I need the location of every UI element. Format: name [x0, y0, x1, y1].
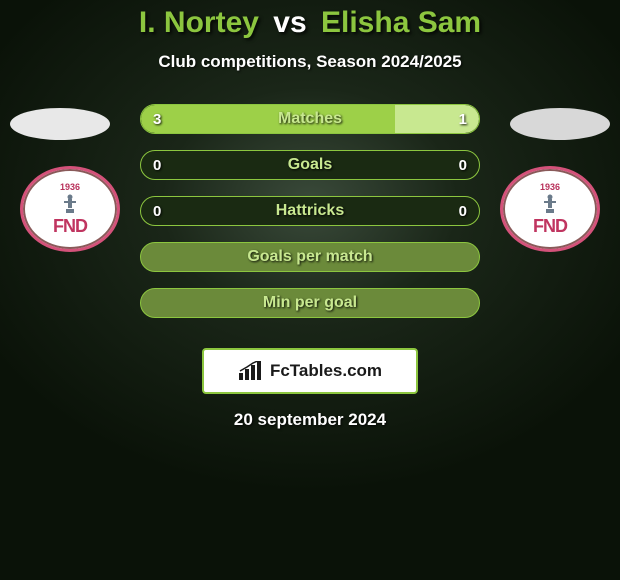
- statue-icon: [541, 193, 559, 215]
- stat-bar-row: 00Hattricks: [140, 196, 480, 226]
- stat-label: Matches: [141, 110, 479, 128]
- stat-label: Goals: [141, 156, 479, 174]
- badge-text: FND: [533, 216, 567, 237]
- comparison-title: I. Nortey vs Elisha Sam: [0, 0, 620, 40]
- stat-bar-row: 00Goals: [140, 150, 480, 180]
- player-1-club-badge: 1936 FND: [20, 166, 120, 252]
- bar-chart-icon: [238, 361, 264, 381]
- subtitle: Club competitions, Season 2024/2025: [0, 52, 620, 72]
- date-text: 20 september 2024: [0, 410, 620, 430]
- stat-bar-row: Goals per match: [140, 242, 480, 272]
- stat-bar-row: 31Matches: [140, 104, 480, 134]
- vs-text: vs: [273, 6, 306, 39]
- stat-bars: 31Matches 00Goals 00Hattricks Goals per mat…: [140, 104, 480, 334]
- badge-text: FND: [53, 216, 87, 237]
- statue-icon: [61, 193, 79, 215]
- player-2-placeholder-oval: [510, 108, 610, 140]
- stat-label: Min per goal: [141, 294, 479, 312]
- stat-label: Goals per match: [141, 248, 479, 266]
- compare-area: 1936 FND 1936 FND: [0, 104, 620, 344]
- player-1-placeholder-oval: [10, 108, 110, 140]
- stat-bar-row: Min per goal: [140, 288, 480, 318]
- stat-label: Hattricks: [141, 202, 479, 220]
- badge-year: 1936: [60, 182, 80, 192]
- badge-year: 1936: [540, 182, 560, 192]
- fctables-logo-box: FcTables.com: [202, 348, 418, 394]
- player-1-name: I. Nortey: [139, 6, 259, 39]
- player-2-name: Elisha Sam: [321, 6, 481, 39]
- player-2-club-badge: 1936 FND: [500, 166, 600, 252]
- logo-text: FcTables.com: [270, 361, 382, 381]
